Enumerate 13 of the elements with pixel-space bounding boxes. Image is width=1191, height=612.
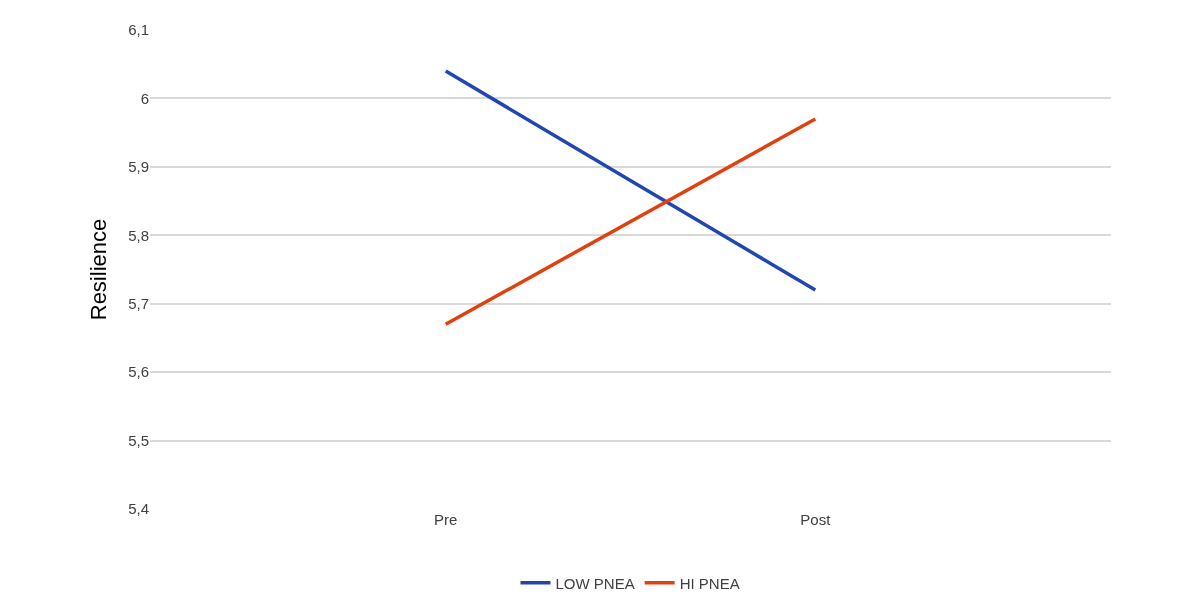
y-tick-label: 5,9 xyxy=(128,158,149,176)
y-axis-title: Resilience xyxy=(85,218,111,321)
x-tick-label: Pre xyxy=(434,511,458,528)
y-tick-label: 5,7 xyxy=(128,294,149,312)
y-tick-label: 5,5 xyxy=(128,431,149,449)
y-tick-label: 5,6 xyxy=(128,363,149,381)
y-tick-label: 5,8 xyxy=(128,226,149,244)
legend-label: HI PNEA xyxy=(679,574,740,592)
y-tick-label: 6 xyxy=(140,89,149,107)
y-tick-label: 6,1 xyxy=(128,21,149,39)
x-tick-label: Post xyxy=(800,511,832,528)
legend-label: LOW PNEA xyxy=(555,574,635,592)
y-tick-label: 5,4 xyxy=(128,500,149,518)
